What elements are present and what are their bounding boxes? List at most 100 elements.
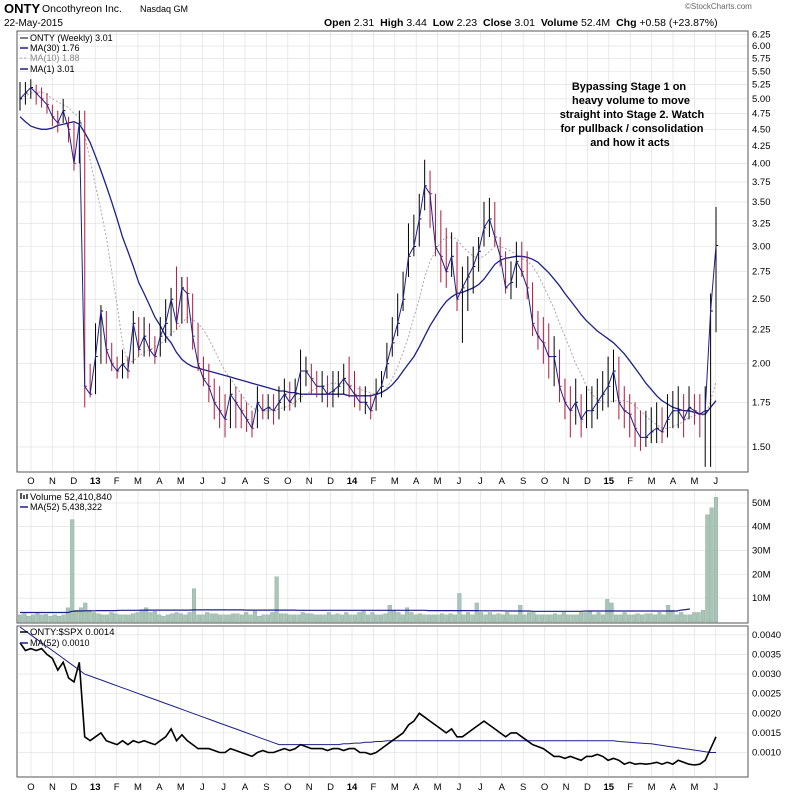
- volume-bar: [618, 614, 623, 623]
- x-tick-label: J: [200, 476, 205, 487]
- volume-bar: [622, 612, 627, 623]
- volume-bar: [426, 614, 431, 623]
- price-tick-label: 3.50: [752, 197, 771, 208]
- x-tick-label: A: [242, 476, 249, 487]
- volume-bar: [218, 614, 223, 623]
- x-tick-label: A: [413, 476, 420, 487]
- volume-bar: [653, 614, 658, 623]
- volume-bar: [379, 614, 384, 623]
- volume-bar: [566, 614, 571, 623]
- low-value: 2.23: [457, 17, 478, 29]
- volume-bar: [187, 612, 192, 623]
- volume-bar: [287, 614, 292, 623]
- volume-bar: [587, 611, 592, 623]
- x-tick-label: O: [27, 476, 34, 487]
- annotation-line-1: Bypassing Stage 1 on: [572, 81, 687, 93]
- volume-bar: [461, 614, 466, 623]
- x-tick-label: O: [541, 782, 548, 793]
- volume-bar: [526, 612, 531, 623]
- x-tick-label: 14: [347, 476, 358, 487]
- volume-bar: [122, 614, 127, 623]
- volume-ma-legend-label: MA(52) 5,438,322: [30, 502, 102, 512]
- volume-panel: [16, 489, 749, 624]
- price-tick-label: 4.50: [752, 124, 771, 135]
- volume-bar: [570, 614, 575, 623]
- volume-bar: [600, 614, 605, 623]
- volume-bar: [17, 614, 23, 623]
- volume-bar: [257, 615, 262, 623]
- price-legend: ONTY (Weekly) 3.01 MA(30) 1.76 MA(10) 1.…: [20, 33, 113, 74]
- volume-tick-label: 30M: [752, 546, 771, 557]
- high-label: High: [380, 17, 403, 29]
- x-tick-label: M: [177, 476, 185, 487]
- volume-bar: [313, 614, 318, 623]
- volume-bar: [383, 613, 388, 623]
- volume-bar: [539, 614, 545, 623]
- volume-bar: [135, 612, 140, 623]
- volume-bar: [396, 612, 401, 623]
- x-tick-label: J: [221, 782, 226, 793]
- volume-bar: [509, 614, 514, 623]
- volume-bar: [144, 607, 149, 623]
- volume-bar: [374, 614, 379, 623]
- price-tick-label: 3.00: [752, 241, 771, 252]
- x-tick-label: 13: [90, 476, 101, 487]
- volume-bar: [235, 613, 240, 623]
- volume-bar: [139, 609, 144, 623]
- price-series: [19, 79, 719, 467]
- volume-bar: [331, 614, 336, 623]
- volume-bar: [557, 614, 562, 623]
- annotation-line-2: heavy volume to move: [572, 95, 690, 107]
- volume-bar: [165, 614, 170, 623]
- volume-bar: [87, 609, 92, 623]
- volume-bar: [31, 614, 36, 623]
- volume-value: 52.4M: [581, 17, 610, 29]
- volume-bar: [265, 614, 270, 623]
- price-tick-label: 3.75: [752, 177, 771, 188]
- x-tick-label: J: [478, 782, 483, 793]
- volume-bar: [596, 612, 601, 623]
- ma30-line: [19, 116, 717, 415]
- open-label: Open: [324, 17, 351, 29]
- x-tick-label: O: [27, 782, 34, 793]
- x-tick-label: S: [263, 476, 269, 487]
- volume-bar: [252, 611, 257, 623]
- ratio-legend-label: ONTY:$SPX 0.0014: [30, 627, 115, 638]
- volume-bar: [431, 614, 436, 623]
- ticker-symbol: ONTY: [4, 1, 40, 16]
- ratio-tick-label: 0.0020: [752, 708, 781, 719]
- volume-bar: [344, 612, 349, 623]
- volume-bar: [213, 613, 218, 623]
- volume-bar: [326, 612, 331, 623]
- x-tick-label: M: [648, 476, 656, 487]
- volume-bar: [466, 612, 471, 623]
- volume-bar: [361, 611, 366, 623]
- ratio-series: [19, 626, 717, 766]
- volume-bar: [392, 609, 397, 623]
- price-tick-label: 1.75: [752, 397, 771, 408]
- x-tick-label: F: [627, 782, 633, 793]
- volume-bar: [44, 614, 49, 623]
- annotation-line-4: for pullback / consolidation: [560, 123, 703, 135]
- volume-bar: [296, 614, 301, 623]
- volume-bar: [370, 612, 375, 623]
- volume-bar: [52, 614, 57, 623]
- volume-bar: [70, 519, 75, 623]
- x-tick-label: D: [327, 476, 334, 487]
- volume-tick-label: 10M: [752, 593, 771, 604]
- volume-bar: [487, 612, 492, 623]
- volume-bar: [365, 614, 371, 623]
- x-tick-label: 15: [604, 476, 615, 487]
- volume-bar: [439, 613, 444, 623]
- volume-bar: [409, 612, 414, 623]
- volume-bar: [305, 613, 310, 623]
- volume-bar: [713, 497, 719, 623]
- x-tick-label: D: [327, 782, 334, 793]
- x-tick-label: M: [134, 782, 142, 793]
- volume-bar: [96, 613, 101, 623]
- watermark: ©StockCharts.com: [685, 2, 752, 11]
- x-tick-label: M: [690, 782, 698, 793]
- volume-label: Volume: [541, 17, 578, 29]
- volume-bar: [278, 613, 284, 623]
- volume-bar: [104, 614, 110, 623]
